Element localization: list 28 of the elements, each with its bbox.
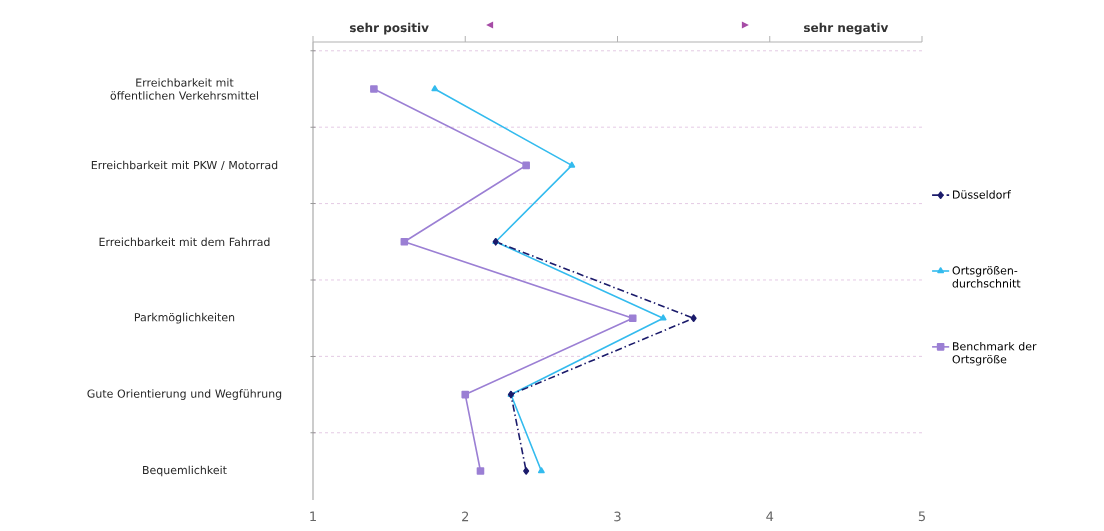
- y-tick-label: Erreichbarkeit mit dem Fahrrad: [99, 237, 270, 247]
- point: [537, 467, 545, 474]
- point: [476, 467, 485, 475]
- x-tick-label: 5: [918, 511, 925, 522]
- point: [370, 85, 378, 93]
- point: [400, 237, 409, 246]
- y-tick-label: Erreichbarkeit mit öffentlichen Verkehrsmittel: [110, 78, 258, 100]
- point: [431, 85, 439, 92]
- y-tick-label: Erreichbarkeit mit PKW / Motorrad: [91, 160, 278, 171]
- text: sehr positiv: [349, 22, 429, 35]
- point: [461, 390, 470, 399]
- point: [522, 161, 530, 170]
- legend-label: Benchmark der Ortsgröße: [952, 341, 1037, 366]
- y-tick-label: Bequemlichkeit: [143, 465, 227, 477]
- text: sehr negativ: [804, 22, 889, 35]
- x-tick-label: 4: [766, 511, 774, 522]
- x-tick-label: 1: [310, 511, 316, 522]
- point: [690, 314, 697, 322]
- y-tick-label: Parkmöglichkeiten: [134, 312, 235, 324]
- x-tick-label: 2: [462, 511, 469, 522]
- y-tick-label: Gute Orientierung und Wegführung: [87, 389, 282, 400]
- legend-label: Ortsgrößen-durchschnitt: [952, 266, 1021, 288]
- point: [659, 314, 667, 321]
- point: [568, 161, 576, 168]
- point: [628, 314, 637, 322]
- x-tick-label: 3: [614, 511, 621, 522]
- legend-label: Düsseldorf: [953, 190, 1011, 199]
- point: [523, 467, 530, 475]
